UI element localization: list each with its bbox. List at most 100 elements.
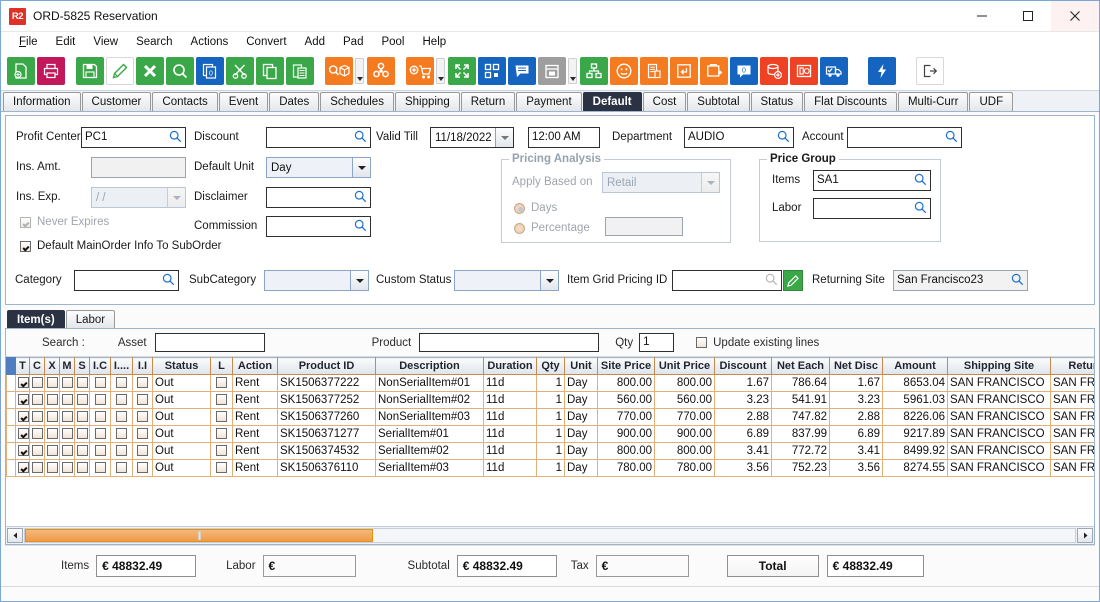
col-m[interactable]: M xyxy=(59,357,75,375)
cell-flag[interactable] xyxy=(44,391,60,409)
checkbox-box[interactable] xyxy=(137,410,148,422)
kit-grid-icon[interactable] xyxy=(478,57,506,85)
scroll-track[interactable] xyxy=(24,528,1076,543)
col-amount[interactable]: Amount xyxy=(882,357,948,375)
close-icon[interactable] xyxy=(1051,1,1099,31)
exit-icon[interactable] xyxy=(916,57,944,85)
cell-qty[interactable]: 1 xyxy=(536,374,565,392)
checkbox-box[interactable] xyxy=(18,444,29,456)
ins-exp-date-picker[interactable]: / / xyxy=(91,187,186,208)
cell-flag[interactable] xyxy=(29,374,45,392)
checkbox-box[interactable] xyxy=(216,444,227,456)
cell-l[interactable] xyxy=(210,459,233,477)
col-net-disc[interactable]: Net Disc xyxy=(829,357,883,375)
cell-returning-site[interactable]: SAN FRANCISCO xyxy=(1050,459,1094,477)
valid-till-date-picker[interactable]: 11/18/2022 xyxy=(430,127,514,148)
cell-product-id[interactable]: SK1506377222 xyxy=(277,374,376,392)
cell-flag[interactable] xyxy=(110,408,133,426)
checkbox-box[interactable] xyxy=(77,427,88,439)
edit-pencil-icon[interactable] xyxy=(106,57,134,85)
tab-information[interactable]: Information xyxy=(3,92,81,111)
checkbox-box[interactable] xyxy=(62,461,73,473)
cell-amount[interactable]: 8653.04 xyxy=(882,374,948,392)
checkbox-box[interactable] xyxy=(77,376,88,388)
cell-flag[interactable] xyxy=(110,459,133,477)
cell-site-price[interactable]: 800.00 xyxy=(597,442,655,460)
checkbox-box[interactable] xyxy=(32,427,43,439)
menu-pool[interactable]: Pool xyxy=(381,36,405,48)
cell-t[interactable] xyxy=(15,442,30,460)
cell-flag[interactable] xyxy=(89,408,111,426)
row-selector[interactable] xyxy=(6,459,16,477)
cell-description[interactable]: NonSerialItem#03 xyxy=(375,408,484,426)
cell-status[interactable]: Out xyxy=(152,459,211,477)
menu-actions[interactable]: Actions xyxy=(190,36,229,48)
checkbox-box[interactable] xyxy=(137,393,148,405)
cell-site-price[interactable]: 800.00 xyxy=(597,374,655,392)
cell-l[interactable] xyxy=(210,391,233,409)
cell-amount[interactable]: 8499.92 xyxy=(882,442,948,460)
total-button[interactable]: Total xyxy=(726,555,819,577)
chevron-down-icon[interactable] xyxy=(495,128,513,147)
cell-duration[interactable]: 11d xyxy=(483,374,537,392)
search-icon[interactable] xyxy=(914,173,927,186)
category-input[interactable] xyxy=(74,270,179,291)
find-product-box-icon[interactable] xyxy=(325,57,353,85)
cell-flag[interactable] xyxy=(44,442,60,460)
disclaimer-input[interactable] xyxy=(266,187,371,208)
cell-duration[interactable]: 11d xyxy=(483,425,537,443)
col-unit-price[interactable]: Unit Price xyxy=(654,357,715,375)
cell-flag[interactable] xyxy=(89,459,111,477)
checkbox-box[interactable] xyxy=(47,393,58,405)
cell-amount[interactable]: 8226.06 xyxy=(882,408,948,426)
percentage-input[interactable] xyxy=(605,217,683,236)
checkbox-box[interactable] xyxy=(20,240,31,252)
checkbox-box[interactable] xyxy=(94,461,106,473)
table-row[interactable]: Out Rent SK1506377260 NonSerialItem#03 11d 1 D… xyxy=(6,408,1094,426)
checkbox-box[interactable] xyxy=(62,444,73,456)
cell-flag[interactable] xyxy=(89,442,111,460)
tab-dates[interactable]: Dates xyxy=(269,92,320,111)
cell-net-disc[interactable]: 1.67 xyxy=(829,374,883,392)
cell-action[interactable]: Rent xyxy=(232,459,278,477)
cell-product-id[interactable]: SK1506374532 xyxy=(277,442,376,460)
checkbox-box[interactable] xyxy=(94,427,106,439)
cell-site-price[interactable]: 900.00 xyxy=(597,425,655,443)
search-magnifier-icon[interactable] xyxy=(166,57,194,85)
table-row[interactable]: Out Rent SK1506376110 SerialItem#03 11d 1 Day 7… xyxy=(6,459,1094,477)
cell-t[interactable] xyxy=(15,425,30,443)
checkbox-box[interactable] xyxy=(94,376,106,388)
cell-unit-price[interactable]: 560.00 xyxy=(654,391,715,409)
tab-schedules[interactable]: Schedules xyxy=(320,92,394,111)
checkbox-box[interactable] xyxy=(116,410,127,422)
col-status[interactable]: Status xyxy=(152,357,211,375)
cell-net-disc[interactable]: 3.56 xyxy=(829,459,883,477)
cell-description[interactable]: SerialItem#01 xyxy=(375,425,484,443)
tab-contacts[interactable]: Contacts xyxy=(152,92,218,111)
chevron-down-icon[interactable] xyxy=(701,173,719,192)
chevron-down-icon[interactable] xyxy=(167,188,185,207)
cell-flag[interactable] xyxy=(29,391,45,409)
cell-flag[interactable] xyxy=(74,425,90,443)
checkbox-box[interactable] xyxy=(94,444,106,456)
cell-discount[interactable]: 3.23 xyxy=(714,391,772,409)
search-icon[interactable] xyxy=(162,273,175,286)
subcategory-select[interactable] xyxy=(264,270,369,291)
cell-flag[interactable] xyxy=(110,442,133,460)
cell-returning-site[interactable]: SAN FRANCISCO xyxy=(1050,391,1094,409)
custom-status-select[interactable] xyxy=(454,270,559,291)
cell-unit[interactable]: Day xyxy=(564,442,598,460)
cell-qty[interactable]: 1 xyxy=(536,391,565,409)
cell-returning-site[interactable]: SAN FRANCISCO xyxy=(1050,425,1094,443)
cell-action[interactable]: Rent xyxy=(232,408,278,426)
table-row[interactable]: Out Rent SK1506371277 SerialItem#01 11d 1 Day 9… xyxy=(6,425,1094,443)
cell-t[interactable] xyxy=(15,408,30,426)
cell-flag[interactable] xyxy=(44,459,60,477)
menu-add[interactable]: Add xyxy=(304,36,325,48)
search-icon[interactable] xyxy=(945,130,958,143)
col-discount[interactable]: Discount xyxy=(714,357,772,375)
subtotal-value[interactable]: € 48832.49 xyxy=(456,555,557,577)
cell-status[interactable]: Out xyxy=(152,374,211,392)
radio-button[interactable] xyxy=(514,222,525,234)
cell-description[interactable]: NonSerialItem#02 xyxy=(375,391,484,409)
